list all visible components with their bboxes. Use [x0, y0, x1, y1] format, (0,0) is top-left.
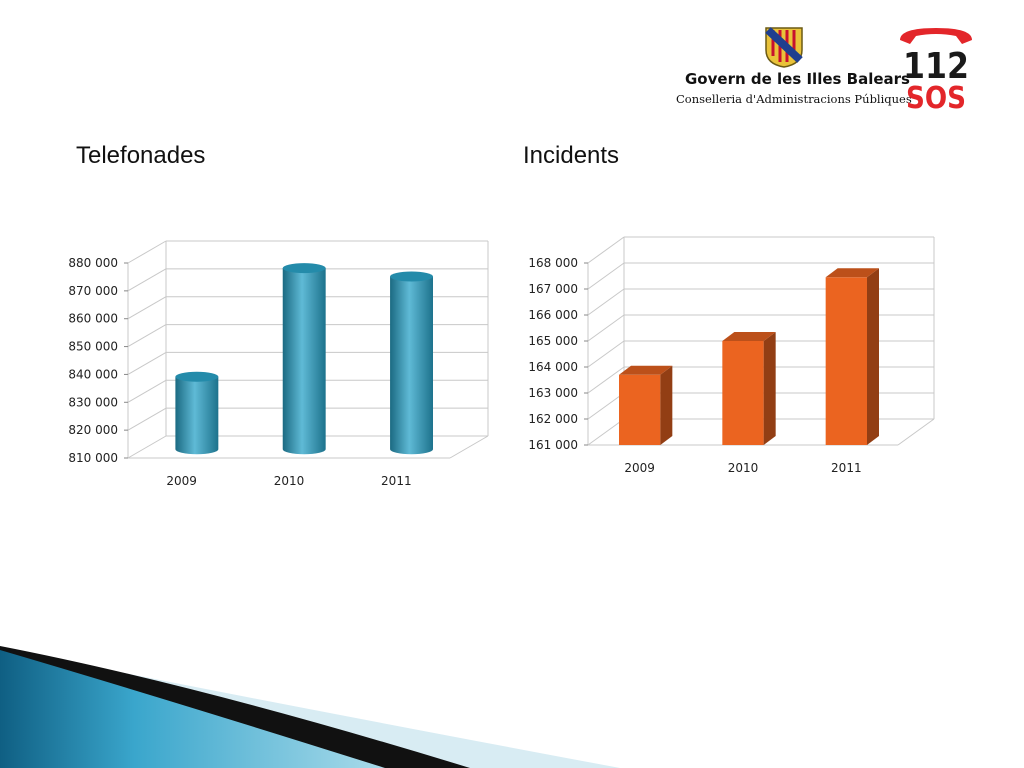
org-department: Conselleria d'Administracions Públiques	[676, 92, 912, 106]
bar-2010	[722, 332, 776, 445]
y-tick-label: 161 000	[528, 438, 578, 452]
gridline-diagonal	[127, 351, 167, 375]
gridline-diagonal	[587, 236, 625, 264]
floor-edge	[897, 418, 935, 446]
bar-front	[619, 374, 661, 445]
gridline-diagonal	[587, 288, 625, 316]
bar-body	[175, 376, 219, 455]
y-tick-label: 162 000	[528, 412, 578, 426]
decorative-swoosh	[0, 646, 620, 768]
bar-2009	[619, 365, 673, 445]
telephone-icon	[900, 28, 972, 44]
gridline-diagonal	[587, 340, 625, 368]
gridline-diagonal	[587, 262, 625, 290]
gridline-diagonal	[127, 240, 167, 264]
bar-top	[619, 365, 673, 375]
logo-number: 112	[903, 46, 969, 87]
bar-top	[390, 271, 433, 282]
gridline-diagonal	[127, 407, 167, 431]
chart-title-telefonades: Telefonades	[76, 142, 206, 169]
x-tick-label: 2011	[831, 461, 862, 475]
y-tick-label: 830 000	[68, 395, 118, 409]
y-tick-label: 860 000	[68, 312, 118, 326]
y-tick-label: 880 000	[68, 256, 118, 270]
y-tick-label: 167 000	[528, 282, 578, 296]
bar-side	[660, 365, 673, 445]
gridline-diagonal	[587, 392, 625, 420]
gridline-diagonal	[127, 296, 167, 320]
bar-side	[867, 268, 879, 445]
bar-2010	[282, 263, 326, 455]
x-tick-label: 2009	[166, 474, 197, 488]
chart-incidents: 161 000 162 000 163 000 164 000 165 000 166 0…	[528, 236, 935, 475]
bar-2009	[175, 371, 219, 455]
y-tick-label: 164 000	[528, 360, 578, 374]
y-tick-label: 165 000	[528, 334, 578, 348]
gridline-diagonal	[587, 366, 625, 394]
chart-title-incidents: Incidents	[523, 142, 620, 169]
bar-side	[763, 332, 776, 445]
bar-body	[390, 276, 433, 455]
bar-top	[175, 371, 219, 382]
bar-2011	[825, 268, 879, 445]
y-tick-label: 840 000	[68, 367, 118, 381]
y-tick-label: 810 000	[68, 451, 118, 465]
gridline-diagonal	[127, 324, 167, 348]
y-tick-label: 163 000	[528, 386, 578, 400]
y-tick-label: 820 000	[68, 423, 118, 437]
x-tick-label: 2011	[381, 474, 412, 488]
y-tick-label: 166 000	[528, 308, 578, 322]
y-tick-label: 870 000	[68, 284, 118, 298]
emergency-112-logo: 112 SOS	[900, 28, 972, 110]
bar-body	[282, 268, 326, 455]
x-tick-label: 2009	[624, 461, 655, 475]
gridline-diagonal	[127, 435, 167, 459]
bar-top	[722, 332, 776, 341]
gridline-diagonal	[127, 268, 167, 292]
gridline-diagonal	[587, 314, 625, 342]
org-name: Govern de les Illes Balears	[685, 70, 910, 88]
y-tick-label: 850 000	[68, 340, 118, 354]
bar-front	[825, 277, 867, 445]
bar-top	[825, 268, 879, 278]
header: Govern de les Illes Balears Conselleria …	[660, 22, 980, 122]
x-tick-label: 2010	[274, 474, 305, 488]
bar-2011	[390, 271, 433, 455]
logo-sos: SOS	[906, 81, 966, 110]
chart-grid	[124, 240, 489, 459]
bar-front	[722, 341, 764, 445]
chart-telefonades: 810 000 820 000 830 000 840 000 850 000 860 0…	[68, 240, 489, 488]
gridline-diagonal	[127, 379, 167, 403]
x-tick-label: 2010	[728, 461, 759, 475]
coat-of-arms-icon	[765, 27, 803, 68]
bar-top	[282, 263, 326, 274]
gridline-diagonal	[587, 418, 625, 446]
y-tick-label: 168 000	[528, 256, 578, 270]
floor-edge	[449, 435, 489, 459]
